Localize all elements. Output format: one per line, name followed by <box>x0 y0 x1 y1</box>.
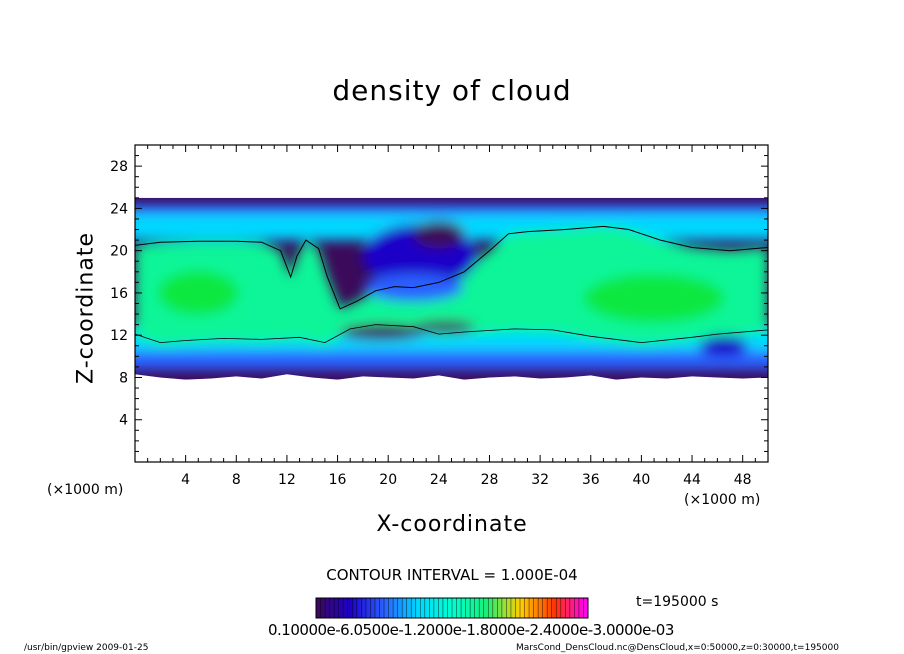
contour-line-lower <box>135 324 768 344</box>
cloud-field <box>135 204 768 371</box>
time-label: t=195000 s <box>636 594 719 610</box>
footer-source: MarsCond_DensCloud.nc@DensCloud,x=0:5000… <box>516 643 839 653</box>
x-tick-label: 16 <box>329 472 347 488</box>
y-tick-label: 20 <box>110 244 128 260</box>
y-tick-label: 24 <box>110 201 128 217</box>
x-tick-label: 12 <box>278 472 296 488</box>
footer-program: /usr/bin/gpview 2009-01-25 <box>24 643 149 653</box>
x-tick-label: 36 <box>582 472 600 488</box>
y-axis-label: Z-coordinate <box>73 232 99 384</box>
contour-line-upper <box>135 225 768 310</box>
x-tick-label: 4 <box>181 472 190 488</box>
field-dark-patch-b <box>415 320 476 333</box>
colorbar-tick-labels: 0.10000e-6.0500e-1.2000e-1.8000e-2.4000e… <box>268 621 674 639</box>
field-swirl-core <box>412 220 465 249</box>
x-tick-label: 8 <box>232 472 241 488</box>
x-tick-label: 28 <box>481 472 499 488</box>
x-tick-label: 44 <box>683 472 701 488</box>
field-core-right <box>584 274 725 323</box>
x-unit-label-right: (×1000 m) <box>684 492 761 508</box>
x-tick-label: 40 <box>632 472 650 488</box>
field-dark-patch-c <box>699 335 748 356</box>
y-tick-label: 16 <box>110 286 128 302</box>
y-tick-label: 12 <box>110 328 128 344</box>
x-tick-label: 48 <box>734 472 752 488</box>
field-dark-patch-a <box>339 324 424 341</box>
contour-interval-label: CONTOUR INTERVAL = 1.000E-04 <box>326 566 578 584</box>
cloud-layer <box>135 197 768 380</box>
x-tick-label: 20 <box>379 472 397 488</box>
chart-title: density of cloud <box>332 74 572 107</box>
plot-area <box>135 197 768 380</box>
colorbar-frame <box>315 597 589 619</box>
x-tick-label: 32 <box>531 472 549 488</box>
y-tick-label: 8 <box>119 370 128 386</box>
y-tick-label: 28 <box>110 159 128 175</box>
field-core-left <box>158 270 239 315</box>
y-tick-label: 4 <box>119 413 128 429</box>
colorbar <box>315 597 589 619</box>
x-unit-label-left: (×1000 m) <box>47 482 124 498</box>
x-axis-label: X-coordinate <box>376 512 528 537</box>
x-tick-label: 24 <box>430 472 448 488</box>
